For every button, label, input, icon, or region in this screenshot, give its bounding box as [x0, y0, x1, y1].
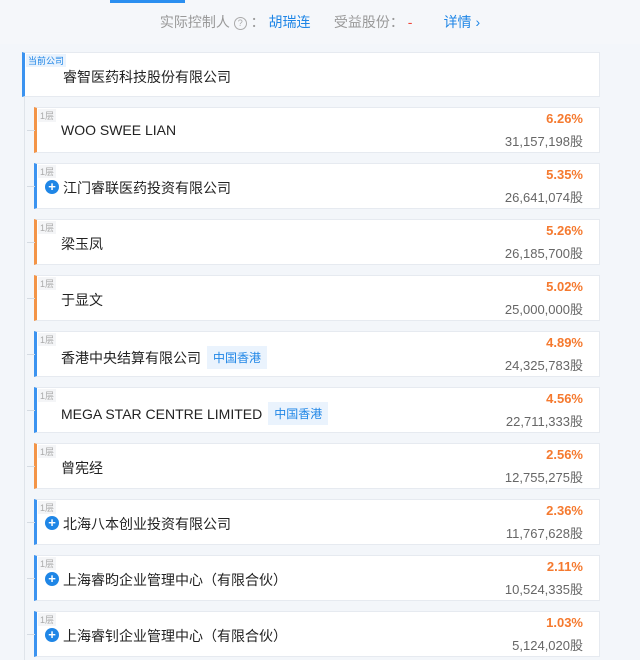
tree-connector [27, 354, 35, 355]
tree-connector [27, 298, 35, 299]
question-circle-icon[interactable]: ? [233, 17, 247, 30]
share-percent: 5.26% [546, 223, 583, 238]
expand-plus-icon[interactable]: + [45, 628, 59, 642]
level-badge: 1层 [38, 333, 57, 346]
share-percent: 5.35% [546, 167, 583, 182]
shareholder-row[interactable]: 1层 梁玉凤 5.26% 26,185,700股 [27, 219, 600, 265]
level-badge: 1层 [38, 277, 57, 290]
shareholder-row[interactable]: 1层 + 江门睿联医药投资有限公司 5.35% 26,641,074股 [27, 163, 600, 209]
controller-label: 实际控制人 [159, 14, 230, 30]
tree-connector [27, 634, 35, 635]
level-badge: 1层 [38, 557, 57, 570]
share-percent: 1.03% [546, 615, 583, 630]
shareholder-name-wrap: WOO SWEE LIAN [61, 122, 176, 138]
active-tab-indicator [110, 0, 185, 3]
controller-info: 实际控制人 ? ： 胡瑞连 受益股份： - 详情 › [0, 12, 640, 32]
shareholder-name[interactable]: 梁玉凤 [61, 236, 103, 252]
shareholder-name[interactable]: 江门睿联医药投资有限公司 [63, 180, 231, 196]
share-count: 31,157,198股 [504, 134, 583, 149]
shareholder-row[interactable]: 1层 + 北海八本创业投资有限公司 2.36% 11,767,628股 [27, 499, 600, 545]
expand-plus-icon[interactable]: + [45, 572, 59, 586]
share-percent: 2.56% [546, 447, 583, 462]
tree-connector [27, 466, 35, 467]
level-badge: 1层 [38, 389, 57, 402]
shareholder-name-wrap: 曾宪经 [61, 458, 103, 478]
share-percent: 2.11% [546, 559, 583, 574]
share-count: 22,711,333股 [505, 414, 583, 429]
region-tag: 中国香港 [207, 346, 268, 369]
tree-connector [27, 578, 35, 579]
share-percent: 2.36% [546, 503, 583, 518]
share-percent: 4.89% [546, 335, 583, 350]
shareholder-row[interactable]: 1层 + 上海睿昀企业管理中心（有限合伙） 2.11% 10,524,335股 [27, 555, 600, 601]
shareholder-row[interactable]: 1层 曾宪经 2.56% 12,755,275股 [27, 443, 600, 489]
share-count: 11,767,628股 [505, 526, 583, 541]
level-badge: 1层 [38, 613, 57, 626]
share-count: 26,185,700股 [504, 246, 583, 261]
share-count: 24,325,783股 [504, 358, 583, 373]
shareholder-name-wrap: 上海睿昀企业管理中心（有限合伙） [63, 570, 287, 590]
shareholder-row[interactable]: 1层 + 上海睿钊企业管理中心（有限合伙） 1.03% 5,124,020股 [27, 611, 600, 657]
details-link[interactable]: 详情 › [443, 14, 481, 30]
level-badge: 1层 [38, 445, 57, 458]
share-count: 10,524,335股 [504, 582, 583, 597]
share-percent: 4.56% [546, 391, 583, 406]
level-badge: 1层 [38, 221, 57, 234]
expand-plus-icon[interactable]: + [45, 180, 59, 194]
region-tag: 中国香港 [268, 402, 329, 425]
benefit-value: - [407, 14, 413, 30]
shareholder-name[interactable]: 上海睿钊企业管理中心（有限合伙） [63, 628, 287, 644]
shareholder-name[interactable]: 于显文 [61, 292, 103, 308]
tree-connector [27, 410, 35, 411]
shareholder-name[interactable]: 上海睿昀企业管理中心（有限合伙） [63, 572, 287, 588]
shareholder-row[interactable]: 1层 WOO SWEE LIAN 6.26% 31,157,198股 [27, 107, 600, 153]
shareholder-name-wrap: 江门睿联医药投资有限公司 [63, 178, 231, 198]
shareholder-name[interactable]: MEGA STAR CENTRE LIMITED [61, 405, 263, 422]
shareholder-row[interactable]: 1层 香港中央结算有限公司 中国香港 4.89% 24,325,783股 [27, 331, 600, 377]
current-company-label: 当前公司 [26, 54, 67, 67]
tree-connector [27, 522, 35, 523]
level-badge: 1层 [38, 109, 57, 122]
tree-connector [27, 242, 35, 243]
shareholder-name[interactable]: 香港中央结算有限公司 [61, 349, 201, 366]
tree-line [24, 97, 25, 660]
separator: ： [250, 14, 265, 30]
tree-connector [27, 186, 35, 187]
share-count: 25,000,000股 [504, 302, 583, 317]
header-bar: 实际控制人 ? ： 胡瑞连 受益股份： - 详情 › [0, 0, 640, 44]
share-count: 5,124,020股 [512, 638, 583, 653]
share-percent: 5.02% [546, 279, 583, 294]
shareholder-name-wrap: 香港中央结算有限公司 中国香港 [61, 346, 268, 369]
shareholder-name-wrap: 北海八本创业投资有限公司 [63, 514, 231, 534]
shareholder-name[interactable]: 曾宪经 [61, 460, 103, 476]
share-count: 12,755,275股 [504, 470, 583, 485]
shareholder-row[interactable]: 1层 于显文 5.02% 25,000,000股 [27, 275, 600, 321]
shareholder-name[interactable]: 北海八本创业投资有限公司 [63, 516, 231, 532]
level-badge: 1层 [38, 501, 57, 514]
level-badge: 1层 [38, 165, 57, 178]
shareholder-name-wrap: MEGA STAR CENTRE LIMITED 中国香港 [61, 402, 329, 425]
expand-plus-icon[interactable]: + [45, 516, 59, 530]
controller-name-link[interactable]: 胡瑞连 [268, 14, 311, 30]
shareholder-name-wrap: 上海睿钊企业管理中心（有限合伙） [63, 626, 287, 646]
share-percent: 6.26% [546, 111, 583, 126]
shareholder-name-wrap: 梁玉凤 [61, 234, 103, 254]
shareholder-name-wrap: 于显文 [61, 290, 103, 310]
shareholder-name[interactable]: WOO SWEE LIAN [61, 122, 177, 138]
tree-connector [27, 130, 35, 131]
benefit-label: 受益股份： [333, 14, 404, 30]
shareholder-row[interactable]: 1层 MEGA STAR CENTRE LIMITED 中国香港 4.56% 22,7… [27, 387, 600, 433]
share-count: 26,641,074股 [504, 190, 583, 205]
current-company-name: 睿智医药科技股份有限公司 [63, 69, 231, 85]
current-company-card[interactable]: 当前公司 睿智医药科技股份有限公司 [22, 52, 600, 97]
